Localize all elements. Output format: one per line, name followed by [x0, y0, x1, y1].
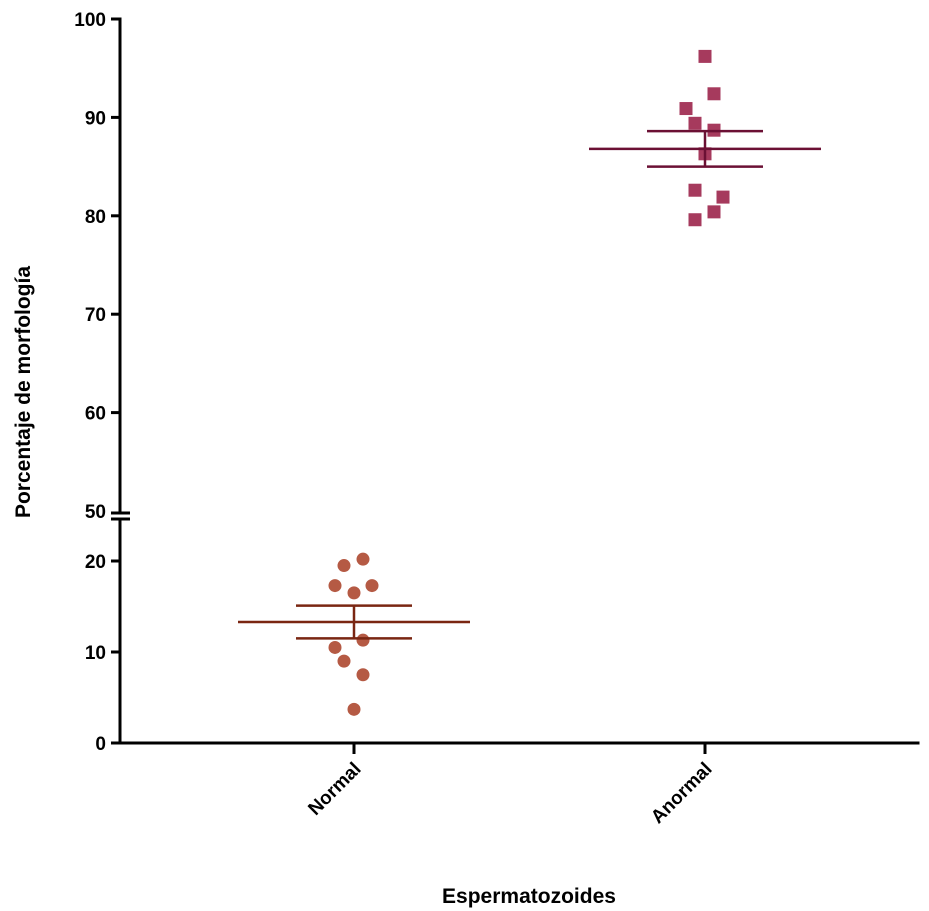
- data-point-anormal: [707, 205, 721, 219]
- data-point-normal: [337, 654, 351, 668]
- labels: 0 10 20 50 60 70 80 90 100 Normal Anormal: [74, 10, 716, 828]
- data-point-anormal: [698, 49, 712, 63]
- y-axis-title: Porcentaje de morfología: [12, 266, 35, 518]
- y-tick-label: 80: [85, 207, 106, 228]
- data-point-normal: [347, 586, 361, 600]
- x-tick-label-normal: Normal: [304, 759, 365, 820]
- data-point-normal: [347, 702, 361, 716]
- data-point-anormal: [688, 213, 702, 227]
- data-point-anormal: [688, 183, 702, 197]
- axes: [111, 17, 920, 754]
- data-point-normal: [356, 552, 370, 566]
- data-point-anormal: [679, 102, 693, 116]
- y-tick-label: 0: [95, 734, 106, 755]
- data-point-anormal: [688, 116, 702, 130]
- y-tick-label: 100: [74, 10, 106, 31]
- data-point-anormal: [716, 190, 730, 204]
- data-point-normal: [328, 579, 342, 593]
- y-tick-label: 10: [85, 643, 106, 664]
- x-axis-title: Espermatozoides: [442, 885, 616, 908]
- y-tick-label: 50: [85, 502, 106, 523]
- data-point-normal: [328, 640, 342, 654]
- data-point-normal: [356, 668, 370, 682]
- data-point-normal: [337, 559, 351, 573]
- y-tick-label: 90: [85, 108, 106, 129]
- y-tick-label: 20: [85, 552, 106, 573]
- data-point-normal: [365, 579, 379, 593]
- data-point-anormal: [707, 87, 721, 101]
- x-tick-label-anormal: Anormal: [647, 759, 716, 828]
- y-tick-label: 70: [85, 305, 106, 326]
- data-marks: [238, 49, 821, 716]
- data-point-normal: [356, 633, 370, 647]
- y-tick-label: 60: [85, 404, 106, 425]
